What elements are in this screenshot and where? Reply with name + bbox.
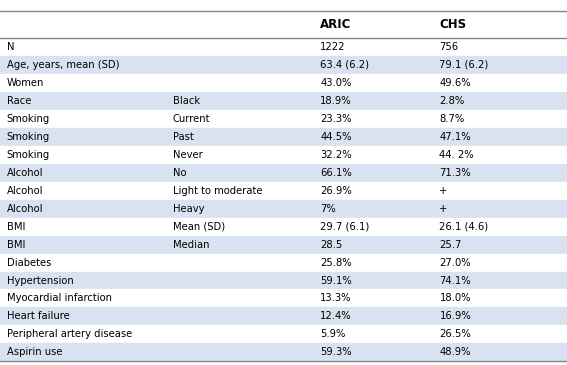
Text: Current: Current: [173, 114, 210, 124]
Text: +: +: [439, 204, 448, 214]
Bar: [0, 164, 567, 182]
Text: 18.9%: 18.9%: [320, 96, 352, 106]
Text: Diabetes: Diabetes: [7, 258, 51, 268]
Text: Heart failure: Heart failure: [7, 311, 70, 322]
Text: 26.5%: 26.5%: [439, 329, 471, 339]
Text: ARIC: ARIC: [320, 18, 352, 31]
Text: 59.3%: 59.3%: [320, 347, 352, 357]
Text: 7%: 7%: [320, 204, 336, 214]
Text: 63.4 (6.2): 63.4 (6.2): [320, 60, 369, 70]
Bar: [0, 11, 567, 38]
Text: Race: Race: [7, 96, 31, 106]
Bar: [0, 289, 567, 307]
Text: 59.1%: 59.1%: [320, 276, 352, 285]
Text: Mean (SD): Mean (SD): [173, 222, 225, 232]
Text: 66.1%: 66.1%: [320, 168, 352, 178]
Text: Myocardial infarction: Myocardial infarction: [7, 293, 112, 303]
Text: 44. 2%: 44. 2%: [439, 150, 474, 160]
Text: 44.5%: 44.5%: [320, 132, 352, 142]
Text: 71.3%: 71.3%: [439, 168, 471, 178]
Text: 43.0%: 43.0%: [320, 78, 352, 88]
Bar: [0, 272, 567, 289]
Text: 25.8%: 25.8%: [320, 258, 352, 268]
Bar: [0, 110, 567, 128]
Text: 27.0%: 27.0%: [439, 258, 471, 268]
Text: 25.7: 25.7: [439, 239, 462, 250]
Text: Smoking: Smoking: [7, 132, 50, 142]
Text: 26.1 (4.6): 26.1 (4.6): [439, 222, 489, 232]
Bar: [0, 182, 567, 200]
Text: 756: 756: [439, 42, 459, 52]
Text: Light to moderate: Light to moderate: [173, 186, 263, 196]
Text: 1222: 1222: [320, 42, 346, 52]
Text: 26.9%: 26.9%: [320, 186, 352, 196]
Text: Hypertension: Hypertension: [7, 276, 74, 285]
Bar: [0, 307, 567, 326]
Text: 2.8%: 2.8%: [439, 96, 465, 106]
Text: BMI: BMI: [7, 222, 25, 232]
Text: 47.1%: 47.1%: [439, 132, 471, 142]
Text: N: N: [7, 42, 14, 52]
Text: Age, years, mean (SD): Age, years, mean (SD): [7, 60, 119, 70]
Text: Never: Never: [173, 150, 202, 160]
Bar: [0, 326, 567, 343]
Text: 29.7 (6.1): 29.7 (6.1): [320, 222, 370, 232]
Bar: [0, 56, 567, 74]
Text: 16.9%: 16.9%: [439, 311, 471, 322]
Text: Past: Past: [173, 132, 194, 142]
Text: No: No: [173, 168, 187, 178]
Text: 5.9%: 5.9%: [320, 329, 346, 339]
Bar: [0, 254, 567, 272]
Text: Smoking: Smoking: [7, 150, 50, 160]
Text: CHS: CHS: [439, 18, 467, 31]
Text: 8.7%: 8.7%: [439, 114, 465, 124]
Text: 32.2%: 32.2%: [320, 150, 352, 160]
Bar: [0, 200, 567, 218]
Text: Aspirin use: Aspirin use: [7, 347, 62, 357]
Bar: [0, 235, 567, 254]
Text: 79.1 (6.2): 79.1 (6.2): [439, 60, 489, 70]
Text: 18.0%: 18.0%: [439, 293, 471, 303]
Text: 48.9%: 48.9%: [439, 347, 471, 357]
Text: Peripheral artery disease: Peripheral artery disease: [7, 329, 132, 339]
Text: 49.6%: 49.6%: [439, 78, 471, 88]
Text: 28.5: 28.5: [320, 239, 342, 250]
Text: Heavy: Heavy: [173, 204, 205, 214]
Text: +: +: [439, 186, 448, 196]
Text: 74.1%: 74.1%: [439, 276, 471, 285]
Text: Black: Black: [173, 96, 200, 106]
Bar: [0, 38, 567, 56]
Text: Women: Women: [7, 78, 44, 88]
Bar: [0, 128, 567, 146]
Bar: [0, 218, 567, 235]
Bar: [0, 343, 567, 361]
Text: 13.3%: 13.3%: [320, 293, 352, 303]
Text: BMI: BMI: [7, 239, 25, 250]
Text: Alcohol: Alcohol: [7, 204, 43, 214]
Text: Smoking: Smoking: [7, 114, 50, 124]
Text: Median: Median: [173, 239, 209, 250]
Text: Alcohol: Alcohol: [7, 168, 43, 178]
Bar: [0, 92, 567, 110]
Text: 12.4%: 12.4%: [320, 311, 352, 322]
Text: 23.3%: 23.3%: [320, 114, 352, 124]
Text: Alcohol: Alcohol: [7, 186, 43, 196]
Bar: [0, 146, 567, 164]
Bar: [0, 74, 567, 92]
